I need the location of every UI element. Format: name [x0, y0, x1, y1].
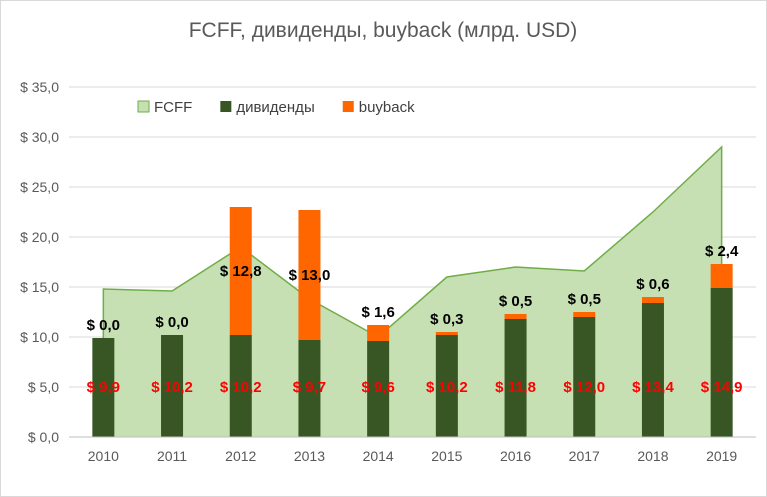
dividend-bar	[367, 341, 390, 437]
dividend-bar	[504, 319, 527, 437]
dividend-data-label: $ 12,0	[563, 379, 605, 396]
fcff-line	[102, 145, 723, 437]
buyback-bar	[367, 325, 390, 341]
buyback-bar	[504, 314, 527, 319]
fcff-area-layer	[102, 145, 723, 437]
chart-title: FCFF, дивиденды, buyback (млрд. USD)	[189, 19, 578, 42]
legend-label: FCFF	[154, 99, 192, 116]
buyback-data-label: $ 0,0	[155, 314, 188, 331]
axis-layer: $ 0,0 $ 5,0 $ 10,0 $ 15,0 $ 20,0 $ 25,0 $ 30,0…	[20, 79, 756, 464]
dividend-bar	[229, 335, 252, 437]
dividend-bar	[435, 335, 458, 437]
dividend-data-label: $ 9,9	[87, 379, 120, 396]
dividend-bar	[161, 335, 184, 437]
x-tick-label: 2011	[157, 448, 187, 464]
buyback-data-label: $ 0,5	[499, 293, 532, 310]
x-tick-label: 2012	[225, 448, 256, 464]
buyback-bar	[573, 312, 596, 317]
dividend-bar	[92, 338, 115, 437]
buyback-data-label: $ 0,3	[430, 311, 463, 328]
y-tick-label: $ 25,0	[20, 179, 59, 195]
y-tick-label: $ 20,0	[20, 229, 59, 245]
dividend-bar	[710, 288, 733, 437]
data-label-layer: $ 9,9 $ 0,0 $ 10,2 $ 0,0 $ 10,2 $ 12,8 $ 9,7 $ …	[87, 243, 743, 396]
dividend-data-label: $ 10,2	[220, 379, 262, 396]
legend: FCFF дивиденды buyback	[137, 99, 415, 116]
dividend-bar	[573, 317, 596, 437]
buyback-bar	[435, 332, 458, 335]
dividend-data-label: $ 11,8	[495, 379, 536, 396]
bar-layer	[92, 207, 733, 437]
legend-swatch	[137, 100, 150, 113]
x-tick-label: 2014	[363, 448, 394, 464]
legend-label: дивиденды	[236, 99, 314, 116]
buyback-data-label: $ 0,5	[568, 291, 601, 308]
y-tick-label: $ 5,0	[28, 379, 59, 395]
buyback-data-label: $ 12,8	[220, 263, 262, 280]
dividend-data-label: $ 9,7	[293, 379, 326, 396]
x-tick-label: 2018	[637, 448, 668, 464]
dividend-data-label: $ 14,9	[701, 379, 743, 396]
legend-swatch	[220, 101, 232, 112]
buyback-data-label: $ 2,4	[705, 243, 739, 260]
buyback-data-label: $ 13,0	[289, 267, 331, 284]
buyback-bar	[229, 207, 252, 335]
dividend-data-label: $ 10,2	[426, 379, 468, 396]
dividend-bar	[641, 303, 664, 437]
buyback-bar	[710, 264, 733, 288]
buyback-data-label: $ 0,0	[87, 317, 120, 334]
y-tick-label: $ 30,0	[20, 129, 59, 145]
buyback-data-label: $ 1,6	[361, 304, 394, 321]
y-tick-label: $ 10,0	[20, 329, 59, 345]
x-tick-label: 2017	[569, 448, 600, 464]
x-tick-label: 2019	[706, 448, 737, 464]
legend-swatch	[342, 101, 354, 112]
x-tick-label: 2015	[431, 448, 462, 464]
buyback-bar	[298, 210, 321, 340]
y-tick-label: $ 35,0	[20, 79, 59, 95]
x-tick-label: 2010	[88, 448, 119, 464]
x-tick-label: 2013	[294, 448, 325, 464]
dividend-data-label: $ 13,4	[632, 379, 674, 396]
dividend-data-label: $ 9,6	[361, 379, 394, 396]
buyback-bar	[641, 297, 664, 303]
dividend-data-label: $ 10,2	[151, 379, 193, 396]
legend-label: buyback	[359, 99, 415, 116]
buyback-data-label: $ 0,6	[636, 276, 669, 293]
y-tick-label: $ 15,0	[20, 279, 59, 295]
fcff-area	[103, 147, 722, 437]
x-tick-label: 2016	[500, 448, 531, 464]
dividend-bar	[298, 340, 321, 437]
y-tick-label: $ 0,0	[28, 429, 59, 445]
